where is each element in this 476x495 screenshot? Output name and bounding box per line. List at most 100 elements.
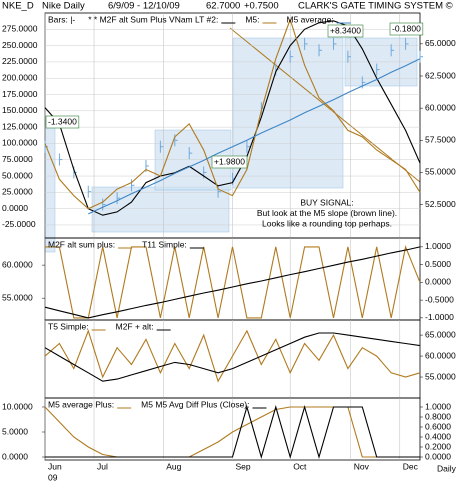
series-line [44, 17, 421, 210]
y-tick-label: 55.0000 [2, 292, 33, 302]
y2-tick-label: 60.0000 [425, 102, 456, 112]
legend-label: Bars: |- [48, 14, 75, 24]
series-line [44, 20, 421, 216]
annotation: +8.3400 [330, 25, 361, 35]
year-label: 09 [48, 472, 58, 482]
legend-label: M2F alt sum plus: [48, 239, 115, 249]
y2-tick-label: 1.0000 [425, 241, 451, 251]
x-tick-label: Jun [48, 461, 62, 471]
last: 62.7000 [206, 1, 240, 12]
price-bar [87, 185, 92, 198]
y-tick-label: 125.0000 [2, 121, 38, 131]
y-tick-label: 75.0000 [2, 154, 33, 164]
y2-tick-label: 65.0000 [425, 329, 456, 339]
y-tick-label: 200.0000 [2, 72, 38, 82]
trend-line [229, 27, 421, 183]
price-bar [246, 140, 250, 153]
price-bar [405, 37, 409, 50]
annotation: -1.3400 [48, 116, 77, 126]
y-tick-label: 10.0000 [2, 401, 33, 411]
price-bar [289, 50, 294, 63]
y2-tick-label: 65.0000 [425, 38, 456, 48]
note: But look at the M5 slope (brown line). [257, 208, 397, 218]
series-line [44, 332, 421, 382]
price-bar [390, 44, 395, 57]
y-tick-label: 275.0000 [2, 24, 38, 34]
y-tick-label: 25.0000 [2, 187, 33, 197]
x-tick-label: Oct [293, 461, 307, 471]
price-bar [318, 44, 323, 57]
series-line [88, 58, 421, 215]
legend-label: M5 M5 Avg Diff Plus (Close): [141, 399, 249, 409]
y-tick-label: 150.0000 [2, 105, 38, 115]
annotation-box [389, 22, 424, 36]
series-line [44, 329, 421, 383]
header: NKE_D Nike Daily 6/9/09 - 12/10/09 62.70… [2, 1, 453, 12]
x-tick-label: Aug [166, 461, 181, 471]
y2-tick-label: -1.0000 [425, 312, 454, 322]
y-tick-label: -25.0000 [2, 219, 36, 229]
legend-label: M2F + alt: [116, 321, 154, 331]
y2-tick-label: 0.5000 [425, 259, 451, 269]
x-tick-label: Dec [403, 461, 419, 471]
legend-label: M5 average Plus: [48, 399, 114, 409]
dates: 6/9/09 - 12/10/09 [108, 1, 180, 12]
price-bar [131, 179, 135, 192]
y2-tick-label: 57.5000 [425, 135, 456, 145]
y-tick-label: 5.0000 [2, 426, 28, 436]
series-line [44, 406, 420, 458]
x-tick-label: Sep [236, 461, 251, 471]
plot-layer: 275.0000 250.0000 225.0000 200.0000 175.0000… [2, 12, 457, 482]
annotation-box [327, 24, 364, 38]
annotation: -0.1800 [392, 23, 421, 33]
legend-label: * * M2F alt Sum Plus VNam LT #2: [88, 14, 218, 24]
y-tick-label: 250.0000 [2, 40, 38, 50]
note: BUY SIGNAL: [300, 197, 353, 207]
y2-tick-label: -0.5000 [425, 294, 454, 304]
y2-tick-label: 55.0000 [425, 371, 456, 381]
legend-label: M5: [245, 14, 259, 24]
annotation-box [211, 155, 248, 169]
range-box [44, 119, 56, 253]
legend-label: T11 Simple: [142, 239, 187, 249]
symbol: NKE_D [2, 1, 34, 12]
series-line [45, 405, 420, 459]
price-bar [102, 198, 106, 211]
annotation: +1.9800 [214, 156, 245, 166]
y2-tick-label: 55.0000 [425, 167, 456, 177]
price-bar [58, 153, 63, 166]
note: Looks like a rounding top perhaps. [262, 218, 392, 228]
price-bar [188, 147, 193, 160]
y2-tick-label: 0.0000 [425, 277, 451, 287]
system: CLARK'S GATE TIMING SYSTEM © [298, 1, 453, 12]
y2-tick-label: 1.0000 [425, 401, 451, 411]
annotation-box [45, 115, 80, 129]
legend-label: M5 average: [287, 14, 334, 24]
y2-tick-label: 52.5000 [425, 199, 456, 209]
x-axis-label: Daily [437, 463, 457, 473]
price-bar [332, 37, 337, 50]
price-bar [376, 63, 380, 76]
y-tick-label: 50.0000 [2, 170, 33, 180]
y2-tick-label: 0.4000 [425, 431, 451, 441]
legend-label: T5 Simple: [48, 321, 89, 331]
y-tick-label: 0.0000 [2, 451, 28, 461]
y2-tick-label: 0.2000 [425, 441, 451, 451]
range-box [232, 37, 344, 189]
change: +0.7500 [244, 1, 279, 12]
y-tick-label: 0.0000 [2, 203, 28, 213]
y-tick-label: 60.0000 [2, 259, 33, 269]
range-boxes [44, 27, 421, 253]
series-line [44, 246, 421, 319]
y-tick-label: 100.0000 [2, 138, 38, 148]
x-tick-label: Jul [97, 461, 108, 471]
y2-tick-label: 0.0000 [425, 451, 451, 461]
y2-tick-label: 60.0000 [425, 350, 456, 360]
y2-tick-label: 0.6000 [425, 421, 451, 431]
range-box [91, 186, 230, 233]
y-tick-label: 225.0000 [2, 56, 38, 66]
price-bar [419, 50, 423, 63]
y2-tick-label: 0.8000 [425, 411, 451, 421]
name: Nike Daily [42, 1, 85, 12]
